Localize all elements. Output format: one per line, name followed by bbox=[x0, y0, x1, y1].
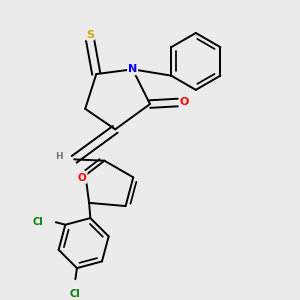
Text: Cl: Cl bbox=[70, 289, 81, 299]
Text: O: O bbox=[179, 98, 189, 107]
Text: O: O bbox=[78, 173, 87, 183]
Text: S: S bbox=[86, 30, 94, 40]
Text: H: H bbox=[55, 152, 63, 161]
Text: N: N bbox=[128, 64, 137, 74]
Text: Cl: Cl bbox=[32, 217, 43, 226]
